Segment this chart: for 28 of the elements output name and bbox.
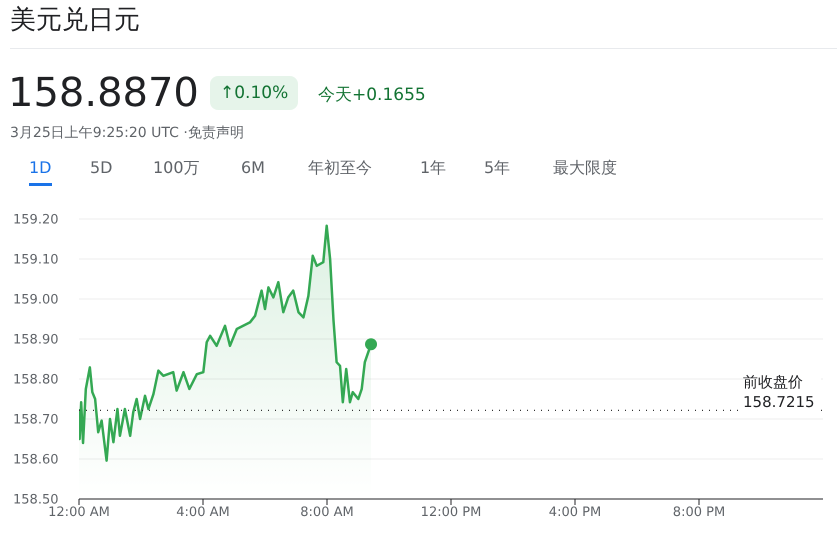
y-tick-label: 158.90 bbox=[13, 332, 58, 348]
x-tick-label: 4:00 AM bbox=[176, 505, 230, 520]
x-tick-label: 8:00 AM bbox=[300, 505, 354, 520]
y-tick-label: 159.00 bbox=[13, 292, 58, 308]
text: 1D bbox=[29, 158, 52, 186]
y-tick-label: 159.20 bbox=[13, 212, 58, 228]
text: 最大限度 bbox=[553, 158, 617, 179]
x-tick-label: 12:00 PM bbox=[420, 505, 482, 520]
text: 5年 bbox=[484, 158, 510, 179]
y-tick-label: 159.10 bbox=[13, 252, 58, 268]
y-tick-label: 158.60 bbox=[13, 452, 58, 468]
text: 1年 bbox=[420, 158, 446, 179]
x-tick-label: 4:00 PM bbox=[548, 505, 602, 520]
text: 5D bbox=[90, 158, 112, 179]
text: 年初至今 bbox=[308, 158, 372, 179]
text: 100万 bbox=[153, 158, 200, 179]
x-tick-label: 12:00 AM bbox=[48, 505, 110, 520]
text: 158.8870 bbox=[8, 70, 199, 116]
text: 6M bbox=[241, 158, 265, 179]
text: ↑0.10% bbox=[210, 76, 298, 110]
y-tick-label: 158.80 bbox=[13, 372, 58, 388]
chart-subtitle: 3月25日上午9:25:20 UTC ·免责声明 bbox=[10, 124, 244, 142]
y-tick-label: 158.70 bbox=[13, 412, 58, 428]
y-tick-label: 158.50 bbox=[13, 492, 58, 508]
x-tick-label: 8:00 PM bbox=[672, 505, 726, 520]
chart-title: 美元兑日元 bbox=[10, 4, 140, 37]
ref-line-label: 前收盘价158.7215 bbox=[743, 372, 821, 412]
text: 今天+0.1655 bbox=[318, 84, 426, 106]
